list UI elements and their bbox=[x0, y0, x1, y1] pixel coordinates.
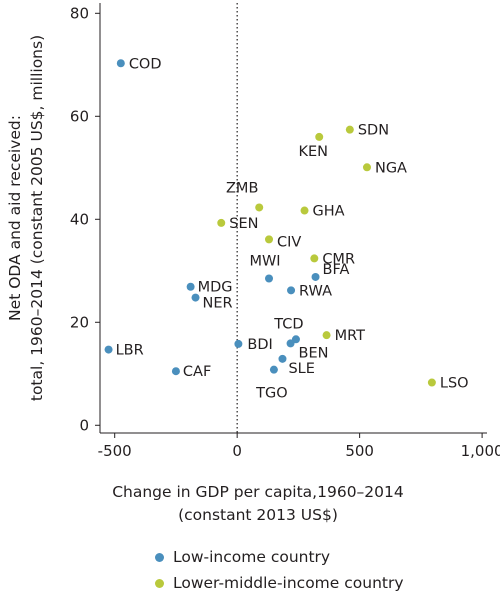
point-civ bbox=[265, 235, 274, 244]
point-tgo bbox=[269, 365, 278, 374]
point-label-caf: CAF bbox=[183, 364, 211, 380]
y-axis-title-line-2: total, 1960–2014 (constant 2005 US$, mil… bbox=[28, 35, 46, 401]
point-caf bbox=[171, 367, 180, 376]
point-label-cod: COD bbox=[129, 56, 162, 72]
legend-marker-lower-middle-income bbox=[155, 578, 164, 588]
legend-label-lower-middle-income: Lower-middle-income country bbox=[173, 574, 404, 592]
point-label-rwa: RWA bbox=[299, 283, 332, 299]
point-mrt bbox=[322, 331, 331, 340]
point-label-ner: NER bbox=[203, 296, 233, 312]
y-tick-label: 80 bbox=[70, 4, 89, 22]
point-sdn bbox=[345, 125, 354, 134]
data-points: CODMDGNERLBRCAFBDIMWIRWABFATCDBENSLETGOS… bbox=[104, 56, 469, 402]
point-mwi bbox=[265, 274, 274, 283]
y-axis-title-line-1: Net ODA and aid received: bbox=[6, 115, 24, 321]
x-tick-label: 500 bbox=[345, 442, 374, 460]
point-sle bbox=[278, 354, 287, 363]
y-tick-label: 40 bbox=[70, 210, 89, 228]
x-ticks: -500 0 500 1,000 bbox=[98, 433, 500, 460]
point-label-mwi: MWI bbox=[249, 254, 280, 270]
point-label-gha: GHA bbox=[313, 204, 345, 220]
y-ticks: 0 20 40 60 80 bbox=[70, 4, 100, 434]
x-axis-title-line-2: (constant 2013 US$) bbox=[178, 506, 338, 524]
point-label-ben: BEN bbox=[299, 345, 329, 361]
point-cmr bbox=[310, 254, 319, 263]
x-tick-label: 1,000 bbox=[461, 442, 500, 460]
x-tick-label: -500 bbox=[98, 442, 132, 460]
point-ner bbox=[191, 293, 200, 302]
point-cod bbox=[116, 59, 125, 68]
point-label-bfa: BFA bbox=[323, 262, 350, 278]
y-tick-label: 20 bbox=[70, 313, 89, 331]
point-label-sdn: SDN bbox=[358, 123, 389, 139]
point-ben bbox=[286, 339, 295, 348]
point-zmb bbox=[255, 203, 264, 212]
point-mdg bbox=[186, 282, 195, 291]
axes bbox=[99, 3, 487, 434]
legend-item-lower-middle-income: Lower-middle-income country bbox=[155, 570, 404, 596]
legend-marker-low-income bbox=[155, 552, 164, 562]
point-label-cmr: CMR bbox=[322, 251, 355, 267]
point-rwa bbox=[287, 286, 296, 295]
point-label-sle: SLE bbox=[288, 361, 314, 377]
point-nga bbox=[362, 163, 371, 172]
y-tick-label: 60 bbox=[70, 107, 89, 125]
point-label-ken: KEN bbox=[298, 144, 328, 160]
point-sen bbox=[217, 218, 226, 227]
point-label-zmb: ZMB bbox=[226, 180, 258, 196]
point-gha bbox=[300, 206, 309, 215]
point-label-mdg: MDG bbox=[198, 280, 233, 296]
series-lower-middle-income: SDN KEN NGA ZMB GHA SEN CIV CMR MRT LSO bbox=[217, 123, 469, 392]
point-label-mrt: MRT bbox=[335, 328, 366, 344]
point-label-civ: CIV bbox=[277, 234, 301, 250]
point-label-tgo: TGO bbox=[255, 386, 288, 402]
point-bdi bbox=[234, 339, 243, 348]
legend-label-low-income: Low-income country bbox=[173, 548, 331, 566]
legend-item-low-income: Low-income country bbox=[155, 544, 404, 570]
point-label-sen: SEN bbox=[229, 216, 258, 232]
x-tick-label: 0 bbox=[232, 442, 242, 460]
point-label-lbr: LBR bbox=[116, 343, 144, 359]
x-axis-title-line-1: Change in GDP per capita,1960–2014 bbox=[112, 483, 404, 501]
point-label-nga: NGA bbox=[375, 160, 407, 176]
point-bfa bbox=[311, 272, 320, 281]
y-tick-label: 0 bbox=[79, 416, 89, 434]
point-ken bbox=[315, 132, 324, 141]
legend: Low-income country Lower-middle-income c… bbox=[155, 544, 404, 596]
point-label-bdi: BDI bbox=[247, 337, 272, 353]
point-lso bbox=[427, 378, 436, 387]
point-lbr bbox=[104, 345, 113, 354]
point-label-tcd: TCD bbox=[273, 316, 303, 332]
point-label-lso: LSO bbox=[440, 376, 469, 392]
